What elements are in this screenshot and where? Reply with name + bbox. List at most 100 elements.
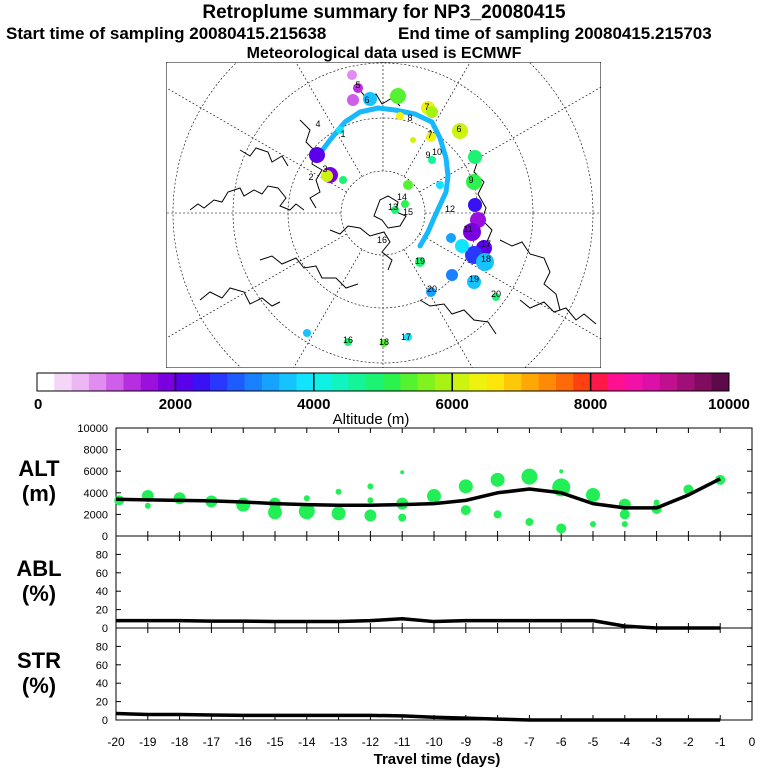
y-tick-label: 10000: [77, 423, 108, 435]
meridian-line: [166, 233, 347, 339]
plume-cluster-markers: [303, 70, 500, 347]
y-tick-label: 80: [96, 641, 108, 653]
y-axis-label: (m): [22, 481, 56, 506]
plume-cluster-dot: [336, 126, 344, 134]
colorbar-tick-label: 4000: [297, 396, 330, 413]
altitude-cluster-point: [490, 472, 505, 487]
panel-frame: [115, 535, 753, 629]
plume-cluster-label: 7: [427, 130, 432, 140]
plume-cluster-dot: [390, 88, 406, 104]
plume-cluster-dot: [455, 239, 469, 253]
coastline: [469, 149, 493, 245]
panel-alt: 10000 8000 6000 4000 2000 0 ALT(m): [18, 423, 753, 543]
plume-cluster-dot: [303, 329, 311, 337]
y-tick-label: 6000: [84, 466, 108, 478]
altitude-cluster-point: [335, 488, 342, 495]
start-time-label: Start time of sampling 20080415.215638: [6, 24, 327, 43]
colorbar-swatch: [486, 373, 505, 391]
colorbar-swatch: [677, 373, 695, 391]
colorbar-swatch: [521, 373, 540, 391]
x-tick-label: -18: [171, 735, 189, 749]
series-line-str: [115, 711, 721, 722]
time-series-panels: 10000 8000 6000 4000 2000 0 ALT(m) 80 60 40 20 0 ABL…: [16, 423, 753, 727]
plume-cluster-label: 1: [340, 129, 345, 139]
colorbar-swatch: [452, 373, 470, 391]
altitude-cluster-point: [586, 487, 600, 502]
coastline: [199, 287, 281, 307]
x-tick-label: -14: [298, 735, 316, 749]
plume-cluster-label: 14: [397, 192, 407, 202]
altitude-cluster-point: [400, 470, 405, 475]
y-tick-label: 2000: [84, 509, 108, 521]
plume-cluster-dot: [476, 253, 494, 271]
plume-cluster-label: 2: [308, 172, 313, 182]
colorbar-swatch: [573, 373, 592, 391]
y-axis-label: ALT: [18, 456, 60, 481]
altitude-colorbar: 0 2000 4000 6000 8000 10000: [34, 372, 750, 413]
panel-frame: [115, 427, 753, 537]
colorbar-swatch: [383, 373, 401, 391]
colorbar-swatch: [279, 373, 297, 391]
end-time-label: End time of sampling 20080415.215703: [398, 24, 712, 43]
colorbar-frame: [36, 372, 730, 392]
plume-cluster-dot: [415, 257, 425, 267]
altitude-cluster-point: [268, 505, 282, 520]
colorbar-swatch: [607, 373, 626, 391]
plume-cluster-label: 11: [463, 224, 472, 234]
map-frame: [166, 62, 601, 368]
colorbar-swatch: [106, 373, 124, 391]
colorbar-tick-label: 10000: [708, 396, 750, 413]
plume-cluster-label: 6: [456, 124, 461, 134]
altitude-cluster-point: [364, 509, 377, 522]
meridian-line: [295, 62, 363, 177]
x-tick-label: -3: [651, 735, 662, 749]
y-tick-label: 0: [102, 531, 108, 543]
altitude-cluster-point: [173, 492, 186, 505]
plume-cluster-dot: [401, 200, 409, 208]
colorbar-swatch: [590, 373, 609, 391]
plume-cluster-label: 18: [379, 337, 389, 347]
plume-cluster-dot: [380, 339, 388, 347]
track-line: [312, 105, 451, 249]
plume-cluster-dot: [426, 106, 438, 118]
panel-str: 80 60 40 20 0 STR(%): [17, 627, 753, 727]
colorbar-swatch: [71, 373, 90, 391]
plume-cluster-dot: [321, 170, 333, 182]
met-data-label: Meteorological data used is ECMWF: [246, 45, 522, 62]
altitude-cluster-point: [559, 469, 564, 474]
colorbar-swatch: [556, 373, 574, 391]
x-tick-label: -10: [425, 735, 443, 749]
series-line-abl: [116, 617, 721, 630]
meridian-line: [293, 249, 363, 368]
plume-cluster-dot: [363, 92, 377, 106]
plume-cluster-label: 17: [481, 239, 491, 249]
y-axis-label: ABL: [16, 556, 61, 581]
x-tick-label: -2: [683, 735, 694, 749]
plume-cluster-dot: [426, 132, 436, 142]
altitude-cluster-point: [144, 502, 151, 509]
altitude-cluster-point: [590, 521, 596, 528]
altitude-cluster-point: [556, 523, 567, 534]
colorbar-swatch: [434, 373, 453, 391]
plume-cluster-dot: [463, 223, 481, 241]
x-tick-label: 0: [749, 735, 756, 749]
plume-cluster-dot: [428, 156, 436, 164]
meridian-line: [166, 87, 347, 193]
colorbar-tick-label: 6000: [436, 396, 469, 413]
plume-cluster-label: 16: [377, 235, 387, 245]
colorbar-swatch: [642, 373, 661, 391]
map-coastlines: [189, 89, 597, 335]
plume-cluster-label: 4: [315, 119, 320, 129]
y-tick-label: 20: [96, 605, 108, 617]
altitude-cluster-point: [398, 513, 407, 522]
y-axis-label: (%): [22, 581, 56, 606]
y-tick-label: 80: [96, 549, 108, 561]
coastline: [259, 255, 359, 289]
altitude-cluster-point: [458, 479, 473, 494]
y-tick-label: 40: [96, 678, 108, 690]
altitude-cluster-point: [460, 505, 471, 516]
plume-cluster-label: 3: [322, 164, 327, 174]
plume-cluster-label: 17: [401, 332, 411, 342]
